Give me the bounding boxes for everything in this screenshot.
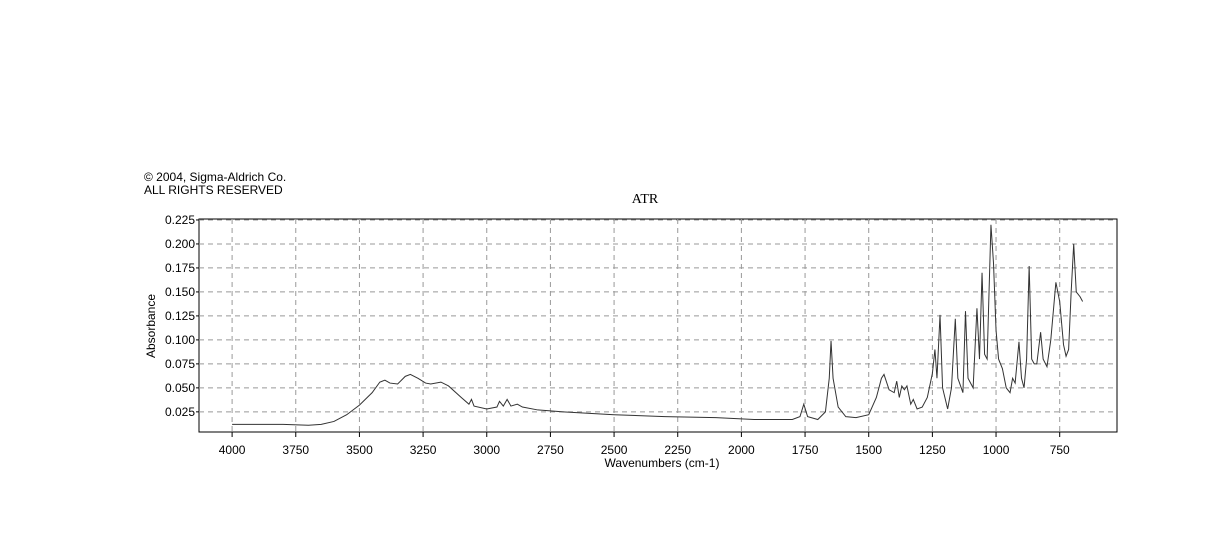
y-tick-label: 0.200 [165, 237, 195, 251]
chart-title: ATR [632, 192, 659, 207]
copyright: ALL RIGHTS RESERVED [144, 183, 283, 197]
x-tick-label: 3500 [346, 443, 373, 457]
x-tick-label: 1500 [855, 443, 882, 457]
x-tick-label: 1250 [919, 443, 946, 457]
y-tick-label: 0.050 [165, 381, 195, 395]
y-tick-label: 0.100 [165, 333, 195, 347]
x-tick-label: 3000 [473, 443, 500, 457]
y-tick-label: 0.025 [165, 405, 195, 419]
x-tick-label: 750 [1050, 443, 1070, 457]
x-tick-label: 3750 [282, 443, 309, 457]
x-tick-label: 1750 [792, 443, 819, 457]
x-tick-label: 2750 [537, 443, 564, 457]
x-axis-label: Wavenumbers (cm-1) [605, 456, 720, 470]
spectrum-line [232, 224, 1084, 426]
y-tick-label: 0.175 [165, 261, 195, 275]
x-tick-label: 2000 [728, 443, 755, 457]
x-tick-label: 1000 [983, 443, 1010, 457]
copyright: © 2004, Sigma-Aldrich Co. [144, 170, 286, 184]
y-axis-label: Absorbance [144, 294, 158, 358]
plot-frame [198, 218, 1118, 433]
y-tick-label: 0.225 [165, 213, 195, 227]
x-tick-label: 2500 [601, 443, 628, 457]
x-tick-label: 4000 [219, 443, 246, 457]
y-tick-label: 0.075 [165, 357, 195, 371]
y-tick-label: 0.125 [165, 309, 195, 323]
y-tick-label: 0.150 [165, 285, 195, 299]
x-tick-label: 2250 [664, 443, 691, 457]
x-tick-label: 3250 [410, 443, 437, 457]
